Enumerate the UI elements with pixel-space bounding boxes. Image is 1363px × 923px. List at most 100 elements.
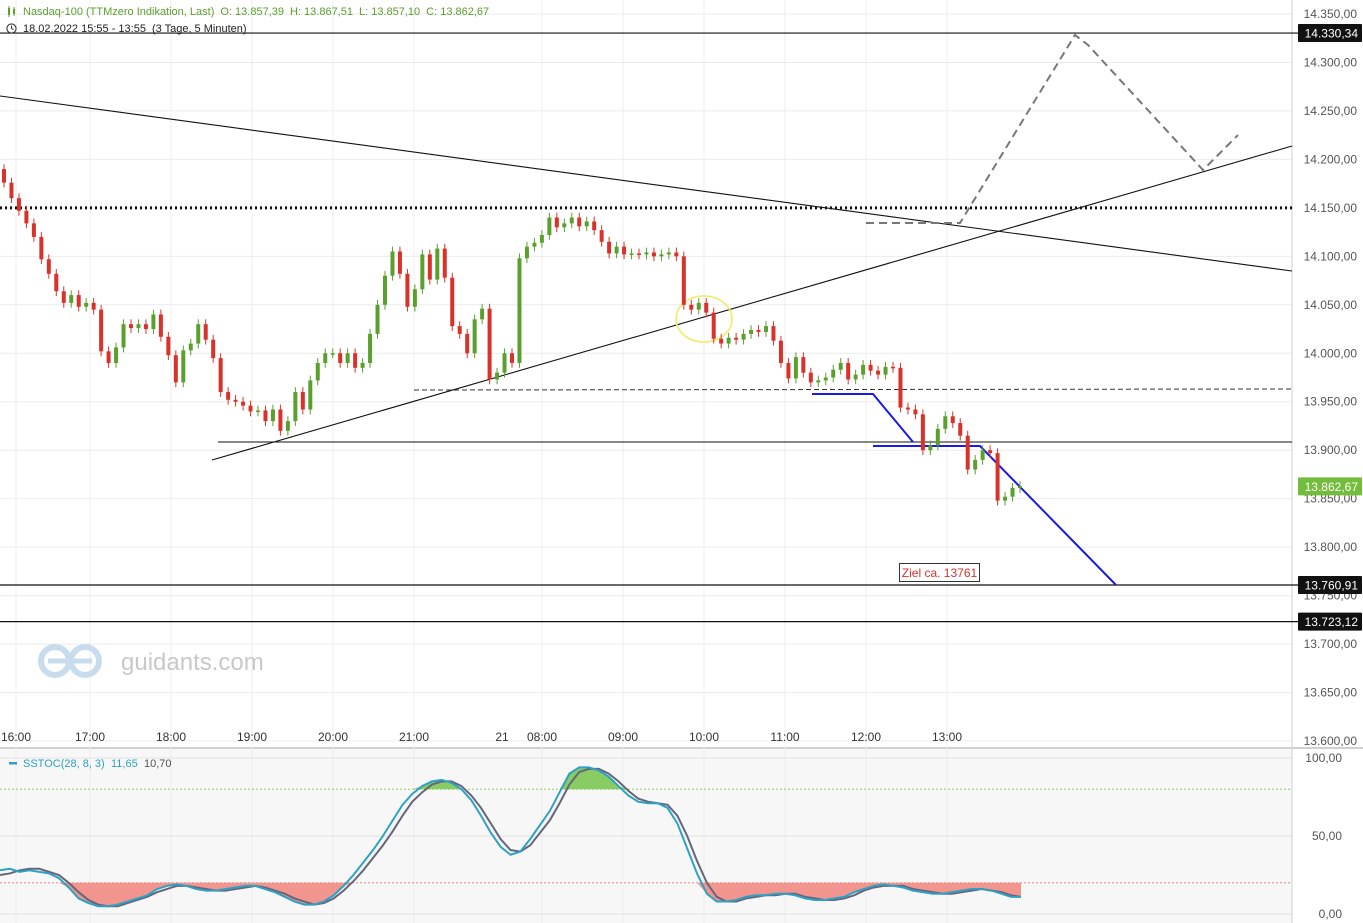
candle-body (935, 428, 940, 446)
candle-down (958, 418, 963, 441)
time-tick-label: 08:00 (527, 730, 557, 744)
candle-up (502, 348, 507, 378)
candle-body (786, 362, 791, 379)
candle-body (2, 169, 6, 183)
time-tick-label: 11:00 (770, 730, 799, 744)
candle-down (846, 358, 851, 385)
price-badge-label: 13.862,67 (1305, 480, 1359, 494)
candle-up (973, 455, 978, 475)
candle-up (764, 321, 768, 337)
candle-body (203, 324, 208, 340)
price-tick-label: 14.150,00 (1304, 201, 1358, 215)
price-tick-label: 14.100,00 (1304, 249, 1358, 263)
candle-body (181, 350, 186, 383)
period-interval: (3 Tage, 5 Minuten) (151, 23, 247, 35)
candle-body (838, 362, 843, 370)
time-tick-label: 18:00 (156, 730, 186, 744)
oversold-fill (58, 882, 354, 907)
candle-body (711, 312, 716, 339)
candle-up (196, 319, 201, 349)
candle-body (158, 314, 163, 337)
candle-down (158, 309, 163, 342)
candle-body (270, 409, 275, 422)
instrument-name: Nasdaq-100 (TTMzero Indikation, Last) (23, 6, 215, 18)
candle-body (704, 302, 709, 313)
candle-body (293, 392, 298, 422)
candle-body (749, 330, 754, 334)
period-range: 18.02.2022 15:55 - 13:55 (23, 23, 146, 35)
candle-body (106, 351, 111, 363)
candle-body (831, 369, 836, 378)
candle-down (248, 400, 253, 417)
candle-down (99, 304, 104, 357)
candle-body (681, 256, 686, 305)
candle-body (46, 259, 51, 274)
downtrend-line (0, 95, 1293, 272)
candle-body (345, 353, 350, 363)
candle-body (502, 353, 507, 373)
candle-body (76, 295, 81, 307)
candle-body (480, 308, 485, 320)
candle-down (338, 348, 343, 368)
candle-body (69, 295, 74, 303)
candle-body (726, 337, 731, 344)
target-annotation-box (899, 563, 980, 582)
candle-body (465, 333, 470, 354)
candle-body (129, 324, 133, 329)
candle-down (898, 362, 903, 413)
candle-body (584, 221, 589, 227)
candle-body (278, 409, 283, 431)
candle-up (293, 387, 298, 426)
candle-body (383, 275, 387, 305)
candle-body (54, 273, 59, 292)
sstoc-d-line (0, 767, 1022, 908)
candle-body (173, 355, 178, 383)
candle-down (950, 411, 955, 428)
candle-up (943, 411, 948, 434)
candle-up (69, 290, 74, 308)
candle-body (696, 302, 701, 310)
candle-down (203, 319, 208, 345)
candle-body (495, 372, 500, 380)
candle-body (457, 326, 462, 334)
candle-body (965, 435, 970, 470)
guidants-watermark: guidants.com (38, 644, 264, 678)
candle-up (315, 358, 320, 386)
candle-body (778, 340, 783, 363)
candle-down (637, 248, 641, 260)
price-tick-label: 13.900,00 (1304, 443, 1358, 457)
candle-body (876, 370, 881, 375)
candle-body (143, 324, 148, 330)
candle-up (330, 348, 335, 359)
candle-down (106, 346, 111, 368)
legend-swatch (9, 762, 17, 765)
time-tick-label: 16:00 (1, 730, 31, 744)
candle-body (607, 241, 612, 254)
candle-body (256, 410, 260, 412)
candle-up (435, 243, 440, 285)
open-value: O: 13.857,39 (220, 6, 284, 18)
candle-up (1010, 483, 1015, 502)
indicator-tick-label: 50,00 (1312, 829, 1342, 843)
candle-body (360, 362, 365, 368)
candle-body (532, 242, 537, 247)
candle-up (345, 348, 350, 368)
candle-body (816, 380, 821, 383)
candle-down (577, 212, 582, 232)
candle-body (689, 304, 694, 310)
candle-body (375, 304, 380, 334)
candle-down (397, 246, 402, 279)
time-tick-label: 10:00 (689, 730, 719, 744)
candle-body (16, 198, 21, 211)
time-tick-label: 17:00 (75, 730, 105, 744)
candle-down (607, 236, 612, 259)
candle-down (487, 303, 492, 385)
indicator-name: SSTOC(28, 8, 3) (23, 758, 105, 770)
candle-down (143, 319, 148, 334)
candle-body (554, 217, 559, 228)
candle-body (651, 252, 656, 257)
candle-up (412, 284, 417, 312)
candle-body (196, 324, 201, 344)
candle-body (898, 367, 903, 408)
